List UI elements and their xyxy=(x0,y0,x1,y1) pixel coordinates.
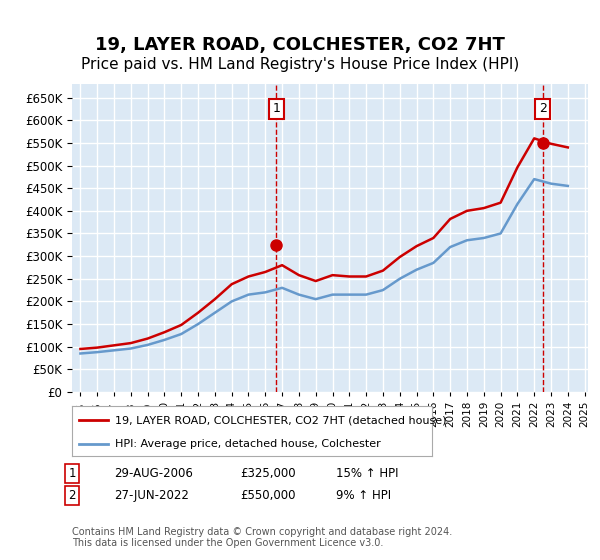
Text: 15% ↑ HPI: 15% ↑ HPI xyxy=(336,466,398,480)
Text: 9% ↑ HPI: 9% ↑ HPI xyxy=(336,489,391,502)
Text: 1: 1 xyxy=(272,102,280,115)
Text: 19, LAYER ROAD, COLCHESTER, CO2 7HT (detached house): 19, LAYER ROAD, COLCHESTER, CO2 7HT (det… xyxy=(115,415,446,425)
Text: 27-JUN-2022: 27-JUN-2022 xyxy=(114,489,189,502)
Text: 1: 1 xyxy=(68,466,76,480)
Text: 2: 2 xyxy=(539,102,547,115)
Text: £325,000: £325,000 xyxy=(240,466,296,480)
Text: HPI: Average price, detached house, Colchester: HPI: Average price, detached house, Colc… xyxy=(115,439,381,449)
Text: 2: 2 xyxy=(68,489,76,502)
Text: 29-AUG-2006: 29-AUG-2006 xyxy=(114,466,193,480)
Text: £550,000: £550,000 xyxy=(240,489,296,502)
Text: Price paid vs. HM Land Registry's House Price Index (HPI): Price paid vs. HM Land Registry's House … xyxy=(81,57,519,72)
Text: 19, LAYER ROAD, COLCHESTER, CO2 7HT: 19, LAYER ROAD, COLCHESTER, CO2 7HT xyxy=(95,36,505,54)
Text: Contains HM Land Registry data © Crown copyright and database right 2024.
This d: Contains HM Land Registry data © Crown c… xyxy=(72,527,452,548)
